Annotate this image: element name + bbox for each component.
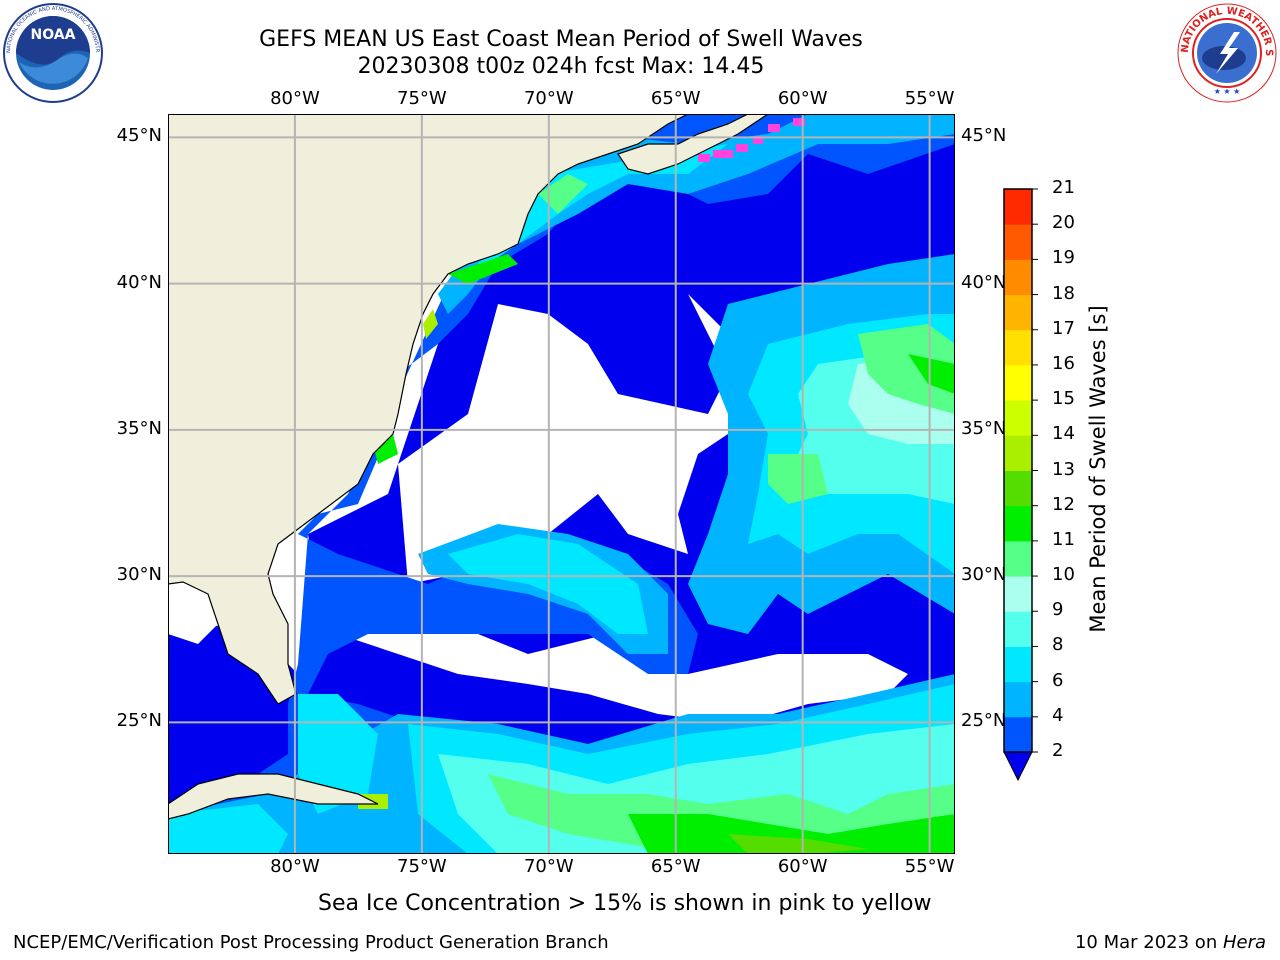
latitude-tick-label: 40°N [116, 271, 162, 293]
colorbar-swatch [1004, 540, 1032, 577]
latitude-tick-label: 30°N [116, 564, 162, 586]
colorbar-tick-label: 4 [1052, 704, 1064, 726]
swell-band-10-11s [768, 454, 828, 504]
no-data-region [398, 294, 758, 584]
latitude-tick-label: 25°N [116, 710, 162, 732]
map-subtitle: 20230308 t00z 024h fcst Max: 14.45 [357, 54, 765, 79]
colorbar-swatch [1004, 681, 1032, 718]
longitude-tick-label: 65°W [650, 88, 701, 109]
colorbar-tick-label: 20 [1052, 212, 1075, 234]
swell-band-10-11s [538, 174, 588, 214]
colorbar-swatch [1004, 224, 1032, 260]
colorbar-swatch [1004, 435, 1032, 471]
nova-scotia-land [617, 114, 770, 175]
colorbar-tick-label: 19 [1052, 247, 1075, 269]
footer-date-text: 10 Mar 2023 on [1074, 932, 1223, 953]
swell-band-12-13s [728, 834, 868, 854]
colorbar-tick-label: 14 [1052, 423, 1075, 445]
graticule [168, 114, 955, 854]
colorbar-swatch [1004, 400, 1032, 436]
latitude-tick-label: 35°N [116, 417, 162, 439]
colorbar-swatch [1004, 329, 1032, 366]
longitude-tick-label: 70°W [523, 88, 574, 109]
colorbar-swatch [1004, 259, 1032, 296]
longitude-tick-label: 65°W [650, 856, 701, 877]
swell-band-11-12s [908, 354, 955, 394]
sea-ice [698, 118, 805, 162]
longitude-tick-label: 80°W [270, 88, 320, 109]
longitude-tick-label: 75°W [397, 856, 447, 877]
colorbar-swatch [1004, 576, 1032, 612]
latitude-tick-label: 45°N [116, 125, 162, 147]
colorbar-swatch [1004, 716, 1032, 753]
longitude-tick-label: 70°W [523, 856, 574, 877]
colorbar-tick-label: 9 [1052, 599, 1064, 621]
swell-band-11-12s [448, 254, 518, 284]
colorbar-tick-label: 18 [1052, 282, 1075, 304]
no-data-region [298, 544, 908, 724]
sea-ice-note: Sea Ice Concentration > 15% is shown in … [318, 891, 932, 916]
colorbar-tick-label: 16 [1052, 352, 1075, 374]
latitude-tick-label: 45°N [961, 125, 1007, 147]
swell-period-map [168, 114, 955, 854]
colorbar-tick-label: 6 [1052, 669, 1064, 691]
longitude-tick-label: 60°W [777, 856, 828, 877]
noaa-logo-text: NOAA [31, 27, 76, 43]
colorbar-swatch [1004, 470, 1032, 507]
longitude-tick-label: 60°W [777, 88, 828, 109]
colorbar-extend-min [1003, 751, 1033, 782]
footer-date: 10 Mar 2023 on Hera [1075, 932, 1266, 953]
colorbar-tick-label: 8 [1052, 634, 1064, 656]
colorbar-swatch [1004, 611, 1032, 647]
swell-field [168, 114, 955, 854]
swell-band-6-8s [168, 804, 288, 854]
colorbar-tick-label: 17 [1052, 317, 1075, 339]
colorbar-swatch [1004, 294, 1032, 331]
map-title: GEFS MEAN US East Coast Mean Period of S… [259, 27, 863, 52]
swell-band-12-13s [423, 309, 438, 339]
colorbar-label: Mean Period of Swell Waves [s] [1086, 305, 1110, 633]
colorbar-tick-label: 15 [1052, 388, 1075, 410]
nws-stars-icon: ★ ★ ★ [1214, 87, 1241, 96]
colorbar-tick-label: 21 [1052, 177, 1075, 198]
colorbar-swatch [1004, 364, 1032, 401]
longitude-tick-label: 80°W [270, 856, 320, 877]
latitude-tick-label: 35°N [961, 417, 1007, 439]
colorbar-tick-label: 13 [1052, 458, 1075, 480]
cuba-land [168, 773, 379, 820]
nws-logo: NATIONAL WEATHER SERVICE ★ ★ ★ [1176, 2, 1277, 103]
latitude-tick-label: 25°N [961, 710, 1007, 732]
colorbar [1003, 188, 1038, 782]
longitude-tick-label: 75°W [397, 88, 447, 109]
latitude-tick-label: 30°N [961, 564, 1007, 586]
footer-credit: NCEP/EMC/Verification Post Processing Pr… [13, 932, 609, 953]
north-america-land [168, 114, 689, 705]
footer-host: Hera [1222, 932, 1266, 953]
land [168, 114, 770, 820]
colorbar-swatch [1004, 505, 1032, 542]
latitude-tick-label: 40°N [961, 271, 1007, 293]
colorbar-swatch [1004, 646, 1032, 683]
longitude-tick-label: 55°W [904, 856, 955, 877]
colorbar-tick-label: 11 [1052, 528, 1075, 550]
colorbar-swatch [1004, 189, 1032, 225]
swell-band-10-11s [858, 324, 955, 414]
longitude-tick-label: 55°W [904, 88, 955, 109]
colorbar-tick-label: 2 [1052, 740, 1064, 761]
colorbar-tick-label: 12 [1052, 493, 1075, 515]
noaa-logo: NOAA NATIONAL OCEANIC AND ATMOSPHERIC AD… [2, 2, 103, 103]
colorbar-tick-label: 10 [1052, 564, 1075, 586]
swell-band-11-12s [628, 814, 955, 854]
